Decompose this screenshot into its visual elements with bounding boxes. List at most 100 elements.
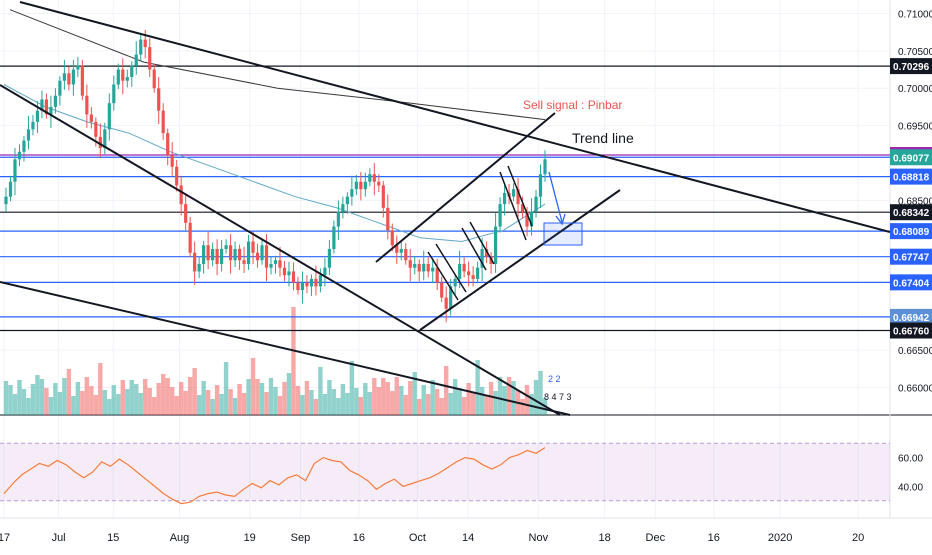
volume-bar [3,381,9,415]
volume-bar [300,395,305,415]
candle-body [269,263,273,268]
time-tick-label: 15 [107,532,119,544]
candle-body [76,65,80,70]
volume-bar [533,380,539,415]
candle-body [148,47,152,70]
volume-bar [57,392,63,415]
price-tick-label: 0.66000 [898,383,932,394]
volume-bar [125,389,130,415]
volume-bar [273,387,278,415]
volume-bar [183,391,188,415]
candle-body [354,181,358,190]
volume-bar [21,389,27,415]
flag-line [507,165,533,227]
volume-bar [44,388,49,415]
candle-body [462,263,466,272]
candle-body [233,249,237,261]
candle-body [529,211,534,227]
volume-bar [169,387,175,415]
rsi-tick-label: 60.00 [898,454,923,465]
candle-body [71,69,75,85]
candle-body [485,249,489,257]
volume-bar [80,391,85,415]
candle-body [350,189,354,197]
event-marker-text: 8 4 7 3 [544,392,572,402]
time-axis[interactable]: 17 Jul 15 Aug 19 Sep 16 Oct 14 Nov 18 Dec 16 2020 20 [0,532,864,544]
volume-bar [479,387,485,415]
candle-body [143,39,147,48]
flag-line [427,251,459,301]
price-axis[interactable]: 0.71000 0.70500 0.70000 0.69500 0.68500 0.665… [890,9,932,493]
volume-bar [196,395,202,415]
volume-bar [363,383,368,415]
candle-body [476,267,480,279]
trend-line-label: Trend line [572,130,634,146]
candle-body [179,185,183,205]
volume-bar [318,367,323,415]
time-tick-label: 16 [353,532,365,544]
volume-bar [62,378,67,415]
volume-bar [349,361,355,415]
candle-body [197,263,201,272]
candle-body [67,73,71,85]
volume-bar [385,382,390,415]
volume-bar [529,394,534,415]
candle-body [215,249,219,264]
time-tick-label: 16 [708,532,720,544]
time-tick-label: 19 [244,532,256,544]
ma-200-line [9,9,546,121]
volume-bar [75,382,81,415]
volume-bar [237,384,242,415]
volume-bar [143,379,148,415]
candle-body [166,133,170,156]
candle-body [220,249,224,264]
trendline-drawings[interactable] [0,1,891,416]
volume-bar [116,394,121,415]
rsi-line [3,447,546,505]
candle-body [336,211,340,227]
flag-line [461,227,487,271]
price-tick-label: 0.68500 [898,196,932,207]
volume-bar [93,395,99,415]
candle-body [511,189,516,197]
volume-bar [241,393,247,415]
price-level-lines[interactable] [0,65,890,332]
candle-body [300,282,305,291]
candle-body [31,121,35,130]
price-level-badge [890,149,932,166]
candle-body [413,263,417,268]
volume-bar [354,388,359,415]
volume-bar [39,379,45,415]
candle-body [89,114,93,122]
volume-bar [138,393,143,415]
volume-bar [35,375,40,415]
volume-bar [430,380,435,415]
volume-bar [111,385,116,415]
volume-bar [439,398,444,415]
volume-bar [174,396,179,415]
candle-body [309,278,314,287]
price-tick-label: 0.66500 [898,346,932,357]
candle-body [58,80,62,96]
price-level-badge [890,274,932,291]
candle-body [8,181,13,197]
volume-bar [408,381,413,415]
volume-bar [26,398,31,415]
candle-body [390,230,394,246]
price-level-badge-label: 0.68818 [893,173,930,184]
volume-bar [327,380,332,415]
price-level-badge-label: 0.70296 [893,62,930,73]
volume-bar [457,388,462,415]
candle-body [431,267,435,272]
price-level-badge-label: 0.66760 [893,327,930,338]
candle-body [282,267,287,276]
candle-body [341,204,345,212]
candle-body [157,88,161,111]
candle-body [175,166,179,186]
candle-body [381,185,385,208]
volume-bar [264,392,269,415]
volume-bar [165,378,170,415]
candle-body [372,174,376,182]
